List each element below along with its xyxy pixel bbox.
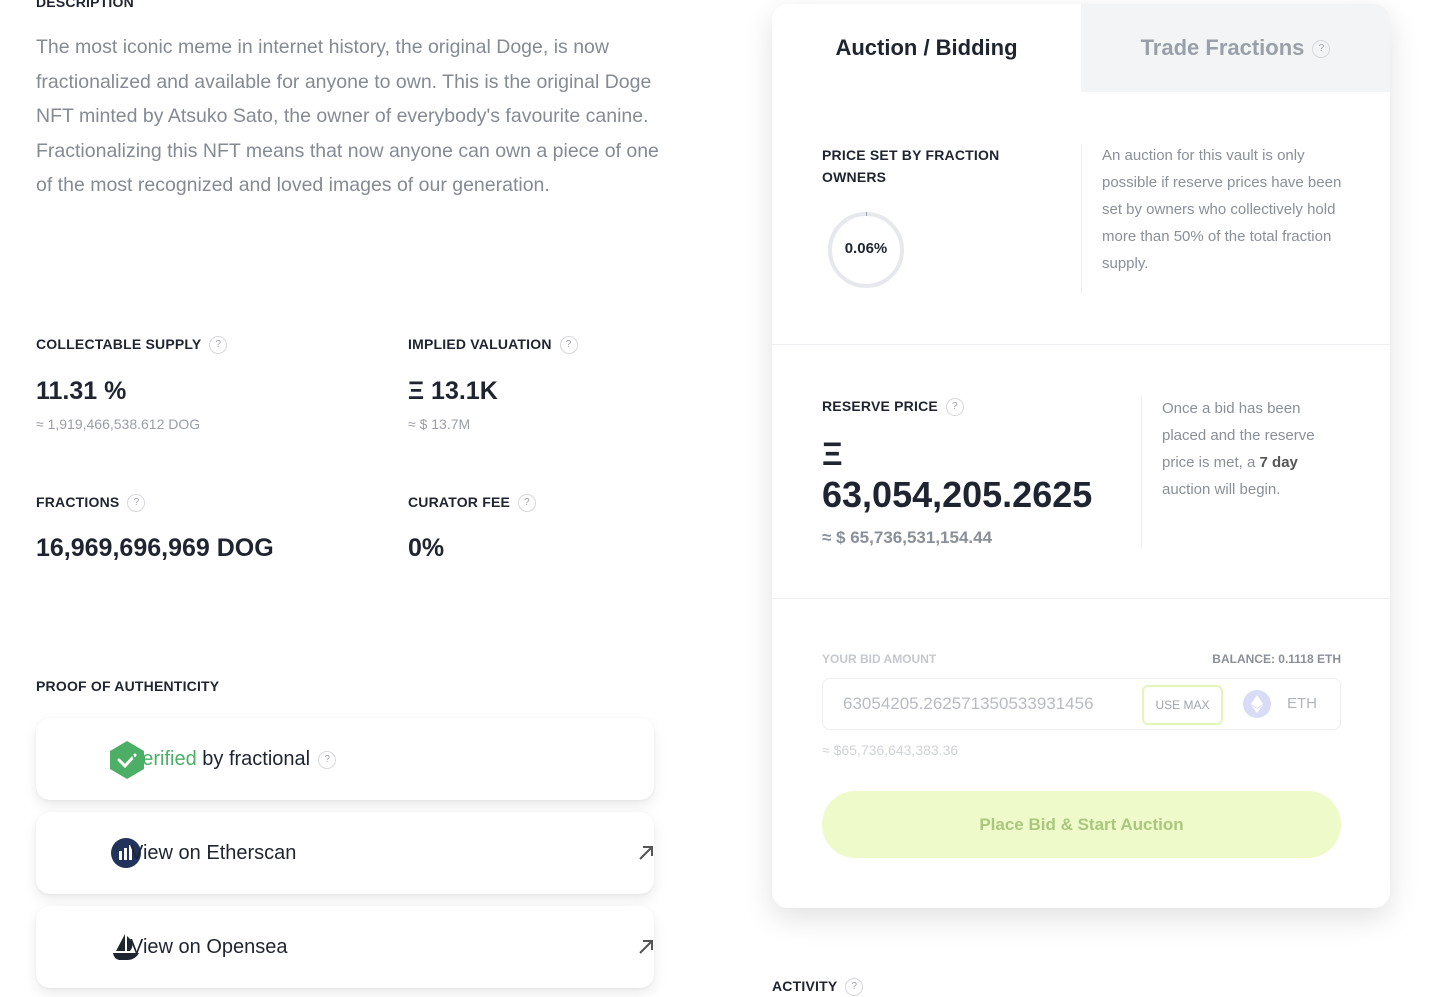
opensea-link[interactable]: View on Opensea [36,906,654,988]
tab-trade[interactable]: Trade Fractions? [1081,4,1390,92]
label: COLLECTABLE SUPPLY [36,336,202,352]
stat-label: IMPLIED VALUATION? [408,336,578,355]
help-icon[interactable]: ? [845,978,864,997]
help-icon[interactable]: ? [945,398,964,417]
progress-value: 0.06% [844,240,888,257]
opensea-icon [113,934,139,960]
reserve-label: RESERVE PRICE? [822,398,964,417]
bid-label: YOUR BID AMOUNT [822,652,937,666]
arrow-icon [639,940,653,954]
link-text: View on Etherscan [130,842,297,864]
verified-card: Verified by fractional? [36,718,654,800]
etherscan-icon [111,838,141,868]
stat-label: CURATOR FEE? [408,494,537,513]
reserve-note: Once a bid has been placed and the reser… [1162,395,1342,503]
verified-text: Verified by fractional? [130,718,337,800]
bid-input-value: 63054205.262571350533931456 [843,694,1094,713]
stat-sub: ≈ $ 13.7M [408,416,471,432]
help-icon[interactable]: ? [1312,40,1331,59]
currency: ETH [1287,695,1317,712]
help-icon[interactable]: ? [559,336,578,355]
place-bid-button[interactable]: Place Bid & Start Auction [822,791,1341,858]
label: FRACTIONS [36,494,120,510]
help-icon[interactable]: ? [127,494,146,513]
price-set-label: PRICE SET BY FRACTION OWNERS [822,147,1000,185]
help-icon[interactable]: ? [209,336,228,355]
bid-input[interactable]: 63054205.262571350533931456 USE MAX ETH [822,678,1341,730]
stat-value: 16,969,696,969 DOG [36,534,274,562]
eth-symbol: Ξ [822,436,843,472]
activity-heading: ACTIVITY? [772,978,864,997]
help-icon[interactable]: ? [518,494,537,513]
bid-usd: ≈ $65,736,643,383.36 [822,742,959,758]
stat-label: COLLECTABLE SUPPLY? [36,336,228,355]
divider [772,598,1390,599]
note: Once a bid has been placed and the reser… [1162,400,1315,471]
price-set-note: An auction for this vault is only possib… [1102,147,1342,272]
divider [1141,396,1142,548]
progress-ring [828,211,904,288]
balance: BALANCE: 0.1118 ETH [1212,652,1341,666]
reserve-usd: ≈ $ 65,736,531,154.44 [822,528,993,547]
verified: Verified [130,748,197,770]
use-max-button[interactable]: USE MAX [1142,685,1223,725]
proof-heading: PROOF OF AUTHENTICITY [36,678,220,694]
tab-auction[interactable]: Auction / Bidding [772,4,1081,92]
stat-value: 0% [408,534,445,562]
label: CURATOR FEE [408,494,511,510]
description-heading: DESCRIPTION [36,0,134,10]
auction-panel: Auction / Bidding Trade Fractions? PRICE… [772,4,1390,908]
tab-label: Trade Fractions [1140,35,1305,60]
note-bold: 7 day [1259,454,1298,471]
note: auction will begin. [1162,481,1281,498]
verified-by: by fractional [202,748,311,770]
stat-value: Ξ 13.1K [408,377,498,405]
eth-icon [1243,690,1271,718]
stat-value: 11.31 % [36,377,127,405]
reserve-value: 63,054,205.2625 [822,474,1093,515]
verified-icon [110,741,144,779]
label: IMPLIED VALUATION [408,336,552,352]
link-text: View on Opensea [130,936,288,958]
stat-label: FRACTIONS? [36,494,146,513]
divider [1081,144,1082,294]
arrow-icon [639,846,653,860]
description-text: The most iconic meme in internet history… [36,36,659,196]
label: ACTIVITY [772,978,838,994]
label: RESERVE PRICE [822,398,938,414]
divider [772,344,1390,345]
stat-sub: ≈ 1,919,466,538.612 DOG [36,416,201,432]
etherscan-link[interactable]: View on Etherscan [36,812,654,894]
help-icon[interactable]: ? [318,750,337,769]
